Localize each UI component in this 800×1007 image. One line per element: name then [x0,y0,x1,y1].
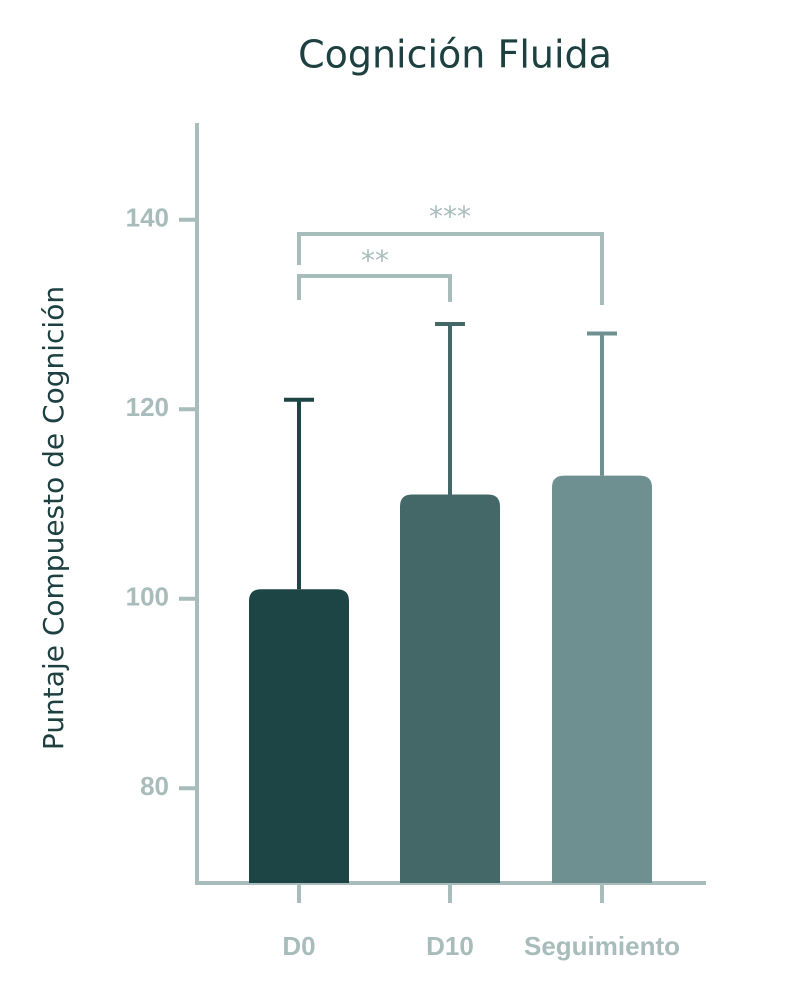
y-tick-label: 120 [126,392,169,422]
y-axis-label: Puntaje Compuesto de Cognición [37,286,70,750]
x-tick-label: D10 [426,931,474,961]
x-tick-label: D0 [282,931,315,961]
significance-label: ** [361,244,389,277]
x-tick-label: Seguimiento [524,931,680,961]
bar [552,475,652,883]
bar [249,589,349,883]
y-tick-label: 100 [126,582,169,612]
significance-bracket [297,232,604,305]
significance-bracket [297,274,452,302]
chart-title: Cognición Fluida [298,33,612,77]
bar [400,494,500,883]
y-tick-label: 80 [140,771,169,801]
significance-label: *** [429,200,471,233]
y-tick-label: 140 [126,203,169,233]
